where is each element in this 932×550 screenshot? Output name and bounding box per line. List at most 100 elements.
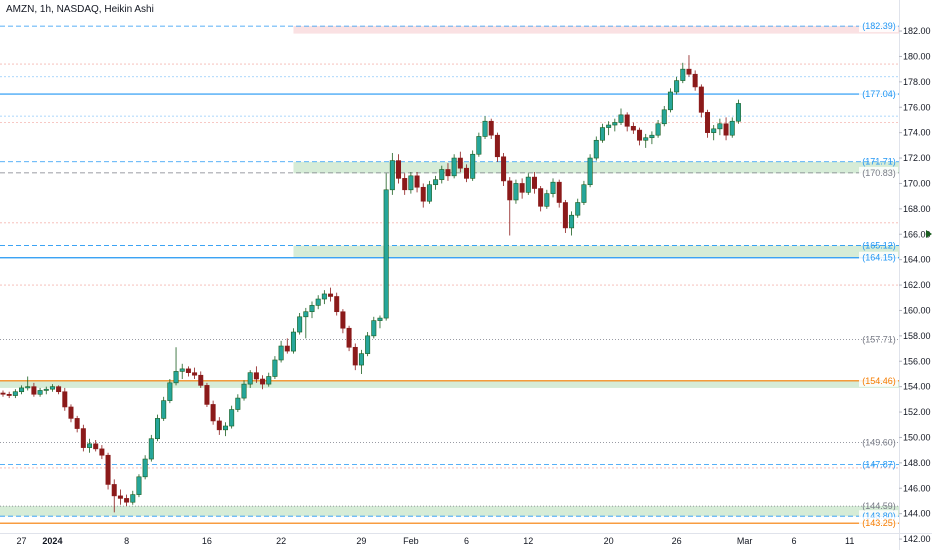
candle-body (365, 335, 371, 354)
candle-body (371, 320, 377, 337)
y-tick-label: 166.00 (903, 229, 931, 239)
candle (692, 70, 698, 91)
candle (383, 173, 389, 321)
candle-body (210, 404, 216, 422)
y-tick-label: 174.00 (903, 128, 931, 138)
candle (599, 123, 605, 143)
x-tick-label: 8 (124, 536, 129, 546)
candle (93, 439, 99, 452)
candle-body (19, 387, 25, 393)
candle (210, 400, 216, 425)
candle (624, 112, 630, 132)
candle-body (247, 372, 253, 385)
candle (494, 132, 500, 162)
x-tick-label: 27 (17, 536, 27, 546)
x-tick-label: 20 (604, 536, 614, 546)
candle-body (433, 179, 439, 186)
candle-body (185, 368, 191, 373)
level-labels: (182.39)(177.05)(177.04)(171.71)(170.83)… (859, 20, 898, 530)
candle-body (556, 181, 562, 203)
candle-body (198, 374, 204, 386)
candle-body (482, 120, 488, 137)
candle (173, 347, 179, 386)
candle-body (402, 178, 408, 191)
candle-body (667, 91, 673, 111)
candle (711, 125, 717, 141)
guide-lines (0, 63, 899, 469)
y-tick-label: 168.00 (903, 204, 931, 214)
chart-title: AMZN, 1h, NASDAQ, Heikin Ashi (6, 4, 154, 15)
y-tick-label: 170.00 (903, 178, 931, 188)
candle (105, 452, 111, 490)
candle-body (124, 498, 130, 503)
level-label-bg (859, 166, 898, 179)
candle (531, 172, 537, 194)
candle (371, 316, 377, 339)
y-tick-label: 178.00 (903, 77, 931, 87)
candle-body (451, 157, 457, 177)
candle-body (352, 346, 358, 366)
candle-body (457, 157, 463, 169)
candle (49, 384, 55, 392)
candle (581, 180, 587, 206)
candle (519, 178, 525, 199)
candle-body (80, 428, 86, 448)
candle-body (155, 418, 161, 440)
time-axis[interactable]: 27 2024 8 16 22 29 Feb 6 12 20 26 Mar 6 11 (17, 536, 855, 546)
candle-body (618, 114, 624, 123)
candle-body (649, 134, 655, 139)
candle-body (735, 103, 741, 122)
candle-body (266, 376, 272, 385)
candle (229, 405, 235, 429)
candle-body (105, 454, 111, 485)
candle-body (439, 169, 445, 180)
candle (593, 136, 599, 161)
y-tick-label: 160.00 (903, 305, 931, 315)
x-tick-label: 6 (464, 536, 469, 546)
candle (43, 386, 49, 395)
candle-body (426, 184, 432, 202)
candle (365, 332, 371, 357)
candle-body (729, 120, 735, 136)
candle-body (6, 393, 12, 396)
level-label-bg (859, 374, 898, 387)
candle-body (167, 382, 173, 401)
candle-body (408, 175, 414, 191)
candle (575, 198, 581, 218)
candle (698, 84, 704, 118)
level-label-bg (859, 88, 898, 101)
candlesticks (0, 55, 741, 513)
candle (445, 163, 451, 181)
x-tick-label: 16 (202, 536, 212, 546)
candle (204, 382, 210, 407)
candle (99, 445, 105, 460)
zone-band (0, 380, 899, 388)
level-label-bg (859, 20, 898, 33)
candle-body (25, 386, 31, 389)
candle (482, 116, 488, 139)
candle-body (723, 123, 729, 136)
candle-body (637, 129, 643, 141)
candle (130, 490, 136, 505)
candle (12, 389, 18, 399)
candle-body (705, 112, 711, 133)
price-axis[interactable]: 182.00 180.00 178.00 176.00 174.00 172.00 170.… (899, 26, 931, 544)
x-tick-label: 29 (356, 536, 366, 546)
candle (37, 387, 43, 397)
level-label: (182.39) (862, 21, 896, 31)
candle (550, 178, 556, 198)
candle (334, 292, 340, 316)
candle-body (222, 425, 228, 431)
candle (562, 199, 568, 233)
level-label: (143.80) (862, 511, 896, 521)
candle (31, 382, 37, 397)
candle-body (630, 126, 636, 131)
candle-body (612, 122, 618, 126)
candle (396, 154, 402, 184)
candle (463, 164, 469, 183)
candle (439, 165, 445, 184)
candle (420, 183, 426, 208)
candle-body (507, 180, 513, 201)
zone-band (293, 245, 900, 258)
